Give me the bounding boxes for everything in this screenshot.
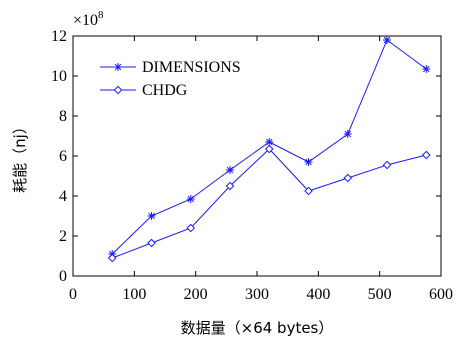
legend: DIMENSIONS CHDG xyxy=(100,59,241,99)
data-point-dimensions xyxy=(343,130,352,138)
x-tick-label: 600 xyxy=(429,286,453,303)
y-tick-label: 0 xyxy=(59,268,67,285)
data-point-chdg xyxy=(264,144,274,154)
y-multiplier-base: ×10 xyxy=(73,12,98,29)
y-tick-label: 10 xyxy=(51,68,67,85)
data-point-chdg xyxy=(186,223,196,233)
data-point-dimensions xyxy=(383,36,392,44)
x-axis-title: 数据量（×64 bytes） xyxy=(181,319,334,337)
data-point-dimensions xyxy=(186,195,195,203)
y-tick-label: 4 xyxy=(59,188,67,205)
data-point-chdg xyxy=(421,150,431,160)
data-point-chdg xyxy=(382,160,392,170)
series-markers xyxy=(107,36,431,263)
x-tick-label: 100 xyxy=(122,286,146,303)
legend-label-dimensions: DIMENSIONS xyxy=(142,59,241,76)
data-point-chdg xyxy=(343,173,353,183)
data-point-chdg xyxy=(147,238,156,248)
axis-ticks xyxy=(73,36,441,276)
data-point-chdg xyxy=(304,186,313,196)
data-point-dimensions xyxy=(226,166,235,174)
y-tick-label: 6 xyxy=(59,148,67,165)
data-point-dimensions xyxy=(422,65,431,73)
legend-item-chdg: CHDG xyxy=(100,82,188,99)
data-point-dimensions xyxy=(304,158,313,166)
legend-marker-chdg xyxy=(113,85,123,95)
legend-marker-dimensions xyxy=(114,63,122,71)
series-line-chdg xyxy=(112,148,427,259)
data-point-dimensions xyxy=(265,138,274,146)
y-axis-multiplier: ×108 xyxy=(73,9,104,29)
legend-item-dimensions: DIMENSIONS xyxy=(100,59,241,76)
x-tick-label: 0 xyxy=(69,286,77,303)
data-point-dimensions xyxy=(147,212,156,220)
x-tick-label: 500 xyxy=(368,286,392,303)
data-point-chdg xyxy=(107,253,117,263)
x-tick-label: 300 xyxy=(245,286,269,303)
y-tick-label: 2 xyxy=(59,228,67,245)
x-tick-label: 200 xyxy=(184,286,208,303)
x-tick-label: 400 xyxy=(306,286,330,303)
data-point-chdg xyxy=(225,181,235,191)
axis-tick-labels: 0 100 200 300 400 500 600 0 2 4 6 8 10 12 xyxy=(51,28,453,303)
y-tick-label: 12 xyxy=(51,28,67,45)
y-multiplier-exponent: 8 xyxy=(98,9,104,21)
y-axis-title: 耗能（nj） xyxy=(11,119,29,193)
y-tick-label: 8 xyxy=(59,108,67,125)
legend-label-chdg: CHDG xyxy=(142,82,188,99)
plot-frame xyxy=(72,35,442,277)
